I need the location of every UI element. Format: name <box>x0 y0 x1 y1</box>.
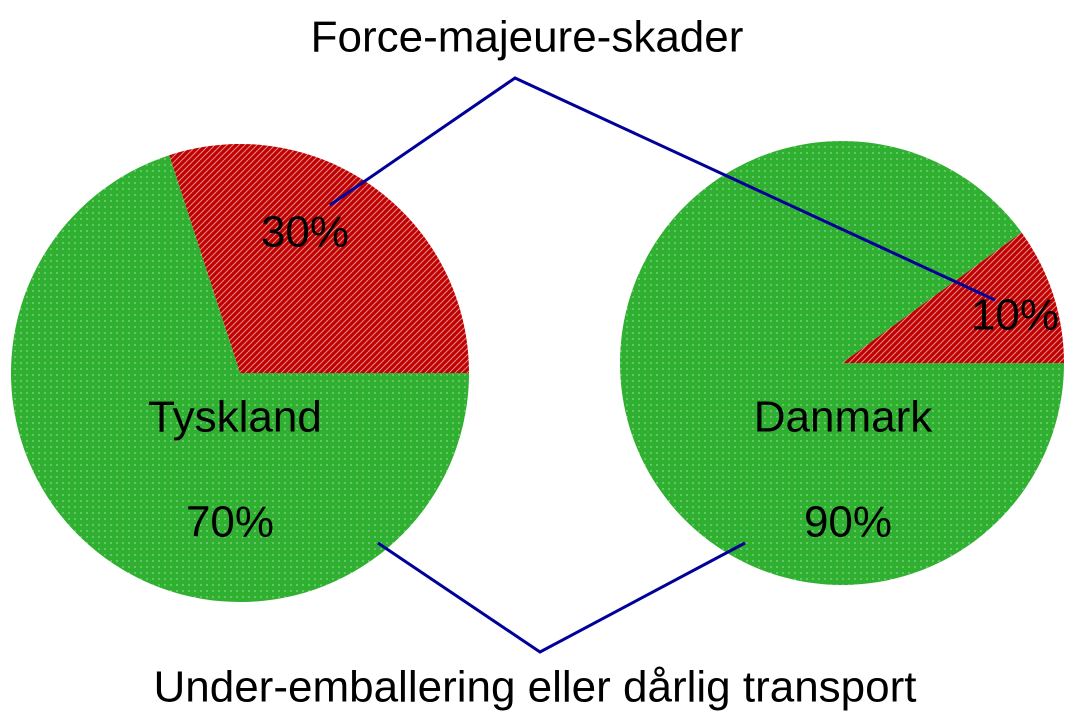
pie-slice <box>842 232 1064 363</box>
connector-line <box>377 541 746 654</box>
value-label: 10% <box>971 291 1059 340</box>
pie-slice <box>169 144 469 373</box>
value-label: 90% <box>804 498 892 547</box>
pie-title: Danmark <box>754 393 933 442</box>
value-label: 30% <box>261 208 349 257</box>
category-label: Force-majeure-skader <box>311 13 744 62</box>
pie-slice <box>11 155 470 602</box>
connector-line <box>329 76 996 302</box>
value-label: 70% <box>186 498 274 547</box>
pie-title: Tyskland <box>148 393 322 442</box>
pie-slice <box>619 140 1064 585</box>
pies: Tyskland 30% 70% Danmark 10% 90% <box>11 140 1064 602</box>
category-label: Under-emballering eller dårlig transport <box>153 663 916 712</box>
